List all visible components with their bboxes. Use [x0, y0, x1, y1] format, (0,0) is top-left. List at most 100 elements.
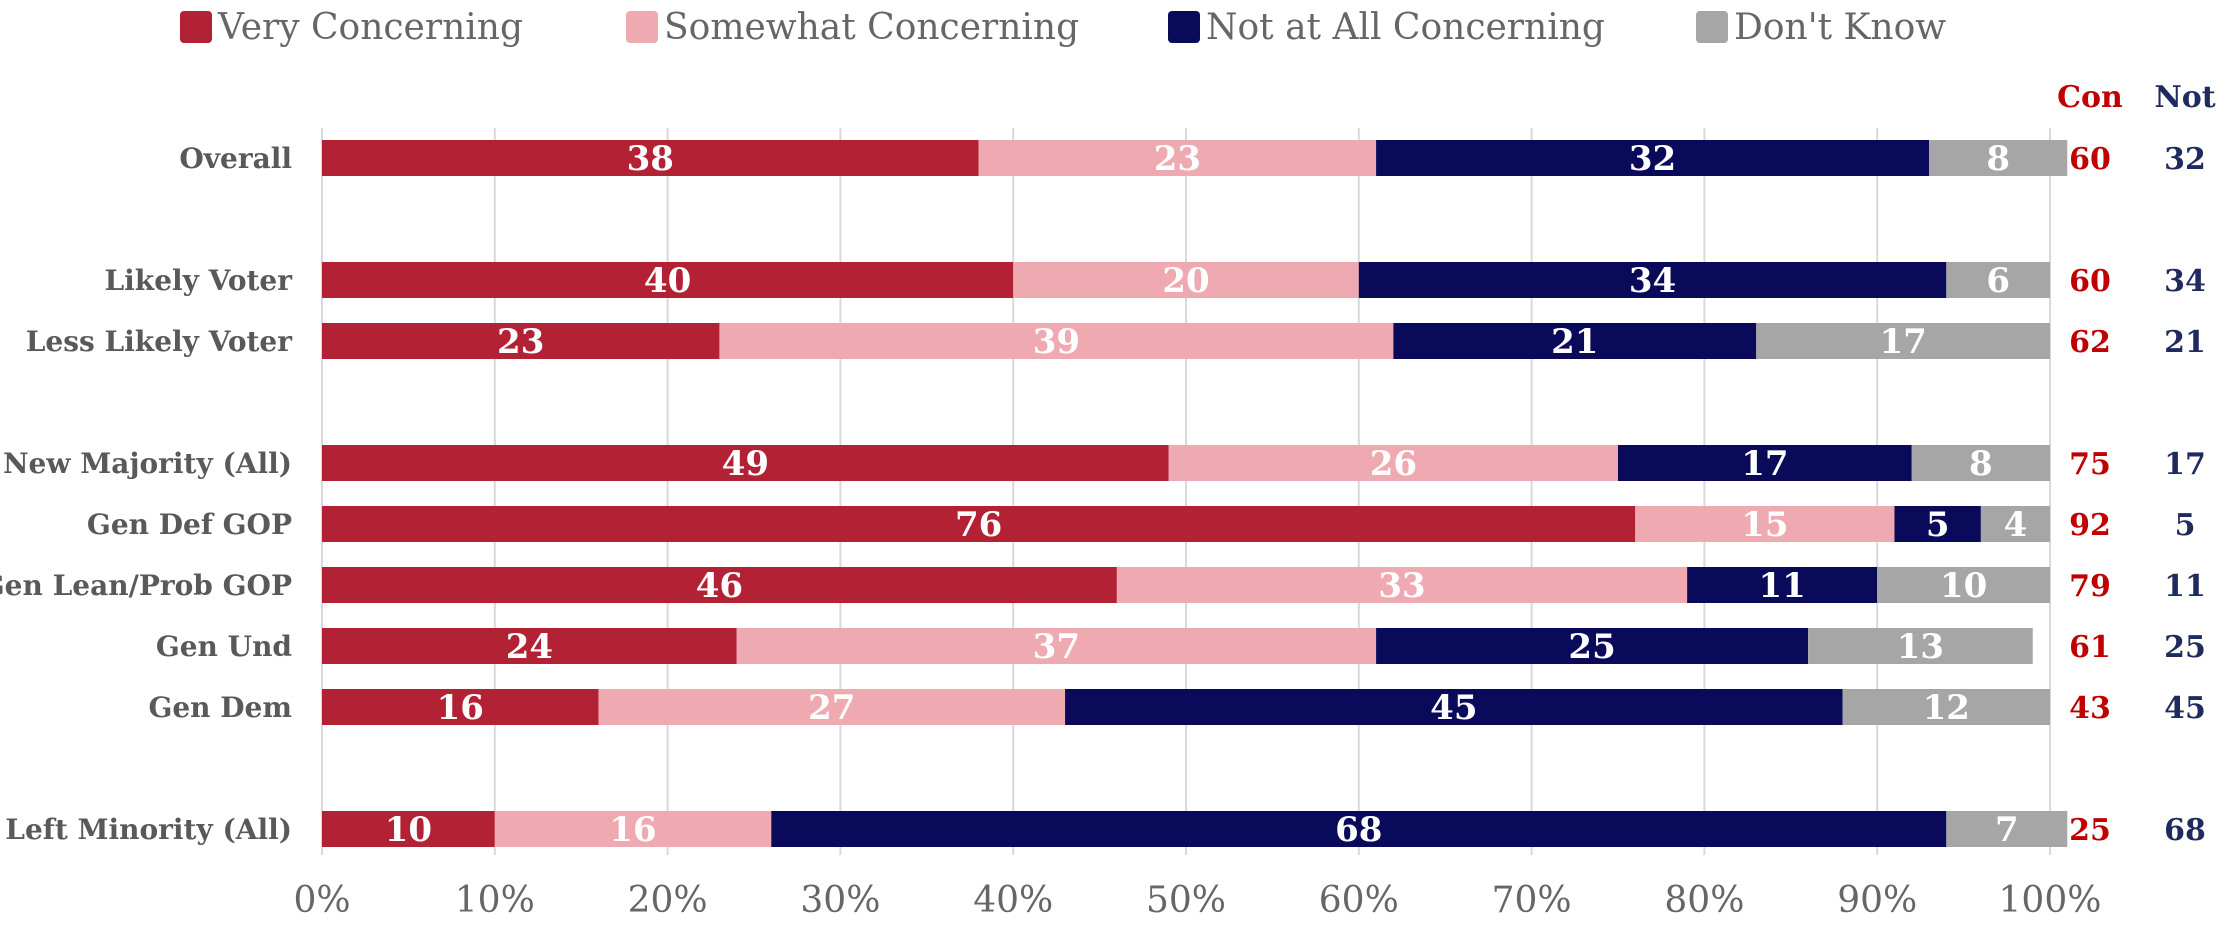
bar-segment	[322, 445, 1169, 481]
x-tick-label: 70%	[1492, 880, 1572, 921]
summary-value: 34	[2164, 264, 2206, 299]
x-tick-label: 40%	[973, 880, 1053, 921]
bar-segment	[322, 323, 720, 359]
data-label: 49	[722, 444, 769, 484]
x-tick-label: 20%	[628, 880, 708, 921]
data-label: 45	[1430, 688, 1477, 728]
category-label: New Majority (All)	[3, 447, 292, 480]
legend-label-somewhat-concerning: Somewhat Concerning	[664, 6, 1080, 48]
data-label: 8	[1969, 444, 1993, 484]
data-label: 40	[644, 261, 691, 301]
bar-segment	[978, 140, 1377, 176]
summary-value: 25	[2164, 630, 2206, 665]
legend-item-dont-know: Don't Know	[1696, 2, 1946, 52]
data-label: 26	[1370, 444, 1417, 484]
summary-value: 45	[2164, 691, 2206, 726]
data-label: 17	[1741, 444, 1788, 484]
summary-value: 68	[2164, 813, 2206, 848]
bar-segment	[719, 323, 1394, 359]
summary-value: 17	[2164, 447, 2206, 482]
summary-value: 79	[2069, 569, 2111, 604]
legend-item-very-concerning: Very Concerning	[180, 2, 523, 52]
data-label: 15	[1741, 505, 1788, 545]
legend-label-dont-know: Don't Know	[1734, 6, 1947, 48]
bar-segment	[1808, 628, 2033, 664]
bar-segment	[1065, 689, 1843, 725]
bar-segment	[736, 628, 1377, 664]
category-label: Gen Und	[156, 630, 292, 663]
data-label: 37	[1033, 627, 1080, 667]
data-label: 23	[1154, 139, 1201, 179]
bar-segment	[1116, 567, 1688, 603]
bar-segment	[598, 689, 1066, 725]
bar-segment	[1393, 323, 1757, 359]
data-label: 13	[1897, 627, 1944, 667]
data-label: 33	[1378, 566, 1425, 606]
summary-header: Con	[2057, 80, 2123, 115]
data-label: 24	[506, 627, 553, 667]
data-label: 38	[627, 139, 674, 179]
legend-swatch-very-concerning	[180, 11, 212, 43]
x-tick-label: 90%	[1837, 880, 1917, 921]
bar-segment	[1929, 140, 2068, 176]
category-label: Gen Dem	[148, 691, 292, 724]
data-label: 68	[1335, 810, 1382, 850]
data-label: 7	[1995, 810, 2019, 850]
summary-value: 61	[2069, 630, 2111, 665]
bar-segment	[1618, 445, 1912, 481]
bar-segment	[494, 811, 772, 847]
data-label: 20	[1162, 261, 1209, 301]
bar-segment	[1635, 506, 1895, 542]
bar-segment	[1946, 262, 2050, 298]
summary-value: 11	[2164, 569, 2206, 604]
legend-swatch-somewhat-concerning	[626, 11, 658, 43]
category-label: Gen Def GOP	[87, 508, 292, 541]
bar-segment	[1168, 445, 1618, 481]
data-label: 32	[1629, 139, 1676, 179]
bar-segment	[1376, 628, 1809, 664]
x-tick-label: 100%	[1999, 880, 2102, 921]
chart-legend: Very Concerning Somewhat Concerning Not …	[0, 2, 2226, 52]
bar-segment	[322, 811, 495, 847]
x-tick-label: 30%	[800, 880, 880, 921]
category-label: Likely Voter	[104, 264, 293, 297]
data-label: 12	[1923, 688, 1970, 728]
summary-value: 5	[2175, 508, 2196, 543]
bar-segment	[322, 506, 1636, 542]
legend-swatch-not-concerning	[1168, 11, 1200, 43]
legend-item-not-concerning: Not at All Concerning	[1168, 2, 1605, 52]
x-tick-label: 50%	[1146, 880, 1226, 921]
data-label: 4	[2004, 505, 2028, 545]
summary-value: 60	[2069, 264, 2111, 299]
legend-label-not-concerning: Not at All Concerning	[1206, 6, 1605, 48]
summary-value: 60	[2069, 142, 2111, 177]
data-label: 76	[955, 505, 1002, 545]
legend-label-very-concerning: Very Concerning	[218, 6, 523, 48]
data-label: 34	[1629, 261, 1676, 301]
bar-segment	[771, 811, 1947, 847]
bar-segment	[1756, 323, 2050, 359]
bar-segment	[322, 567, 1117, 603]
summary-value: 75	[2069, 447, 2111, 482]
category-label: Left Minority (All)	[5, 813, 292, 846]
bar-segment	[322, 628, 737, 664]
bar-segment	[1842, 689, 2050, 725]
summary-value: 32	[2164, 142, 2206, 177]
data-label: 17	[1879, 322, 1926, 362]
bar-segment	[1911, 445, 2050, 481]
legend-swatch-dont-know	[1696, 11, 1728, 43]
category-label: Less Likely Voter	[26, 325, 294, 358]
x-tick-label: 0%	[293, 880, 350, 921]
category-label: Gen Lean/Prob GOP	[0, 569, 292, 602]
summary-value: 25	[2069, 813, 2111, 848]
bar-segment	[1980, 506, 2050, 542]
bar-segment	[1687, 567, 1878, 603]
summary-header: Not	[2154, 80, 2215, 115]
data-label: 39	[1033, 322, 1080, 362]
x-tick-label: 10%	[455, 880, 535, 921]
x-tick-label: 60%	[1319, 880, 1399, 921]
data-label: 6	[1986, 261, 2010, 301]
data-label: 21	[1551, 322, 1598, 362]
data-label: 5	[1926, 505, 1950, 545]
